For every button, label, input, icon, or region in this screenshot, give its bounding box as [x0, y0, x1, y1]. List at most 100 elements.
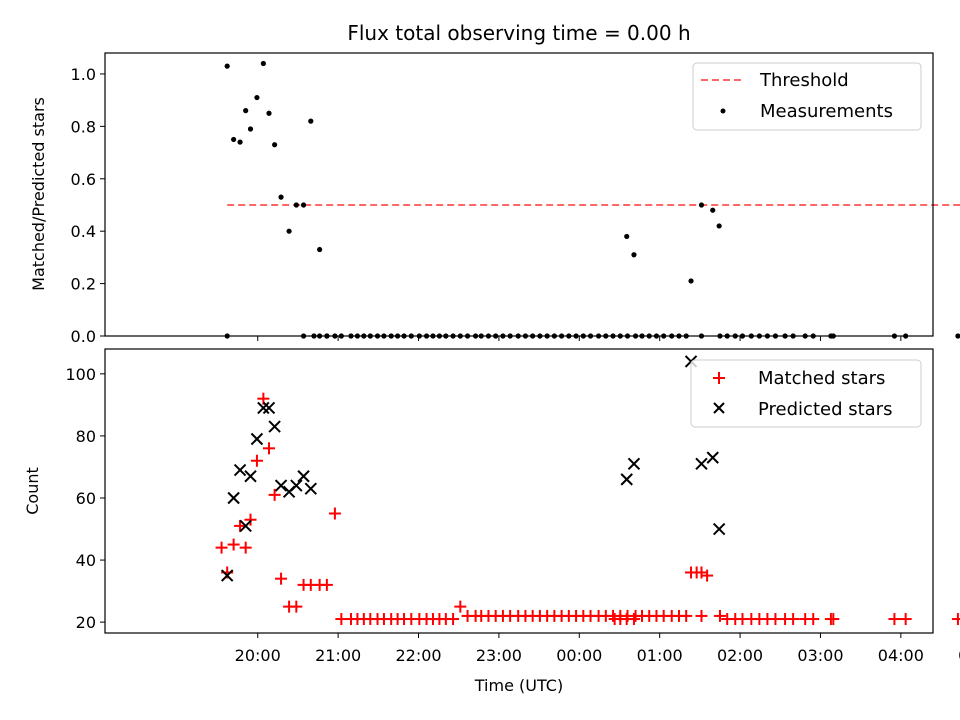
bottom-x-tick-label: 01:00: [637, 646, 683, 665]
matched-star-point: [239, 541, 252, 554]
legend-matched-swatch: [713, 372, 725, 384]
predicted-star-point: [297, 470, 310, 483]
top-y-axis-label: Matched/Predicted stars: [29, 97, 48, 291]
predicted-star-point: [290, 479, 303, 492]
measurement-point: [308, 118, 314, 124]
top-y-tick-label: 0.8: [71, 117, 96, 136]
figure-title: Flux total observing time = 0.00 h: [347, 21, 690, 45]
bottom-x-tick-label: 20:00: [235, 646, 281, 665]
measurement-point: [698, 202, 705, 208]
matched-star-point: [244, 513, 257, 526]
measurement-point: [955, 333, 960, 339]
matched-star-point: [713, 609, 726, 622]
legend-predicted-label: Predicted stars: [758, 399, 892, 420]
bottom-y-tick-label: 100: [65, 365, 96, 384]
legend-matched-label: Matched stars: [758, 368, 885, 389]
measurement-point: [293, 202, 299, 208]
matched-star-point: [695, 609, 708, 622]
bottom-x-tick-label: 21:00: [315, 646, 361, 665]
predicted-star-point: [268, 420, 281, 433]
measurement-point: [688, 278, 694, 284]
matched-star-point: [328, 507, 341, 520]
matched-star-point: [454, 600, 467, 613]
matched-star-point: [680, 609, 693, 622]
measurement-point: [260, 60, 266, 67]
predicted-star-point: [695, 457, 708, 471]
top-axes-frame: [104, 52, 934, 337]
predicted-star-point: [274, 479, 288, 492]
matched-star-point: [827, 613, 840, 626]
predicted-star-point: [250, 432, 264, 446]
matched-star-point: [268, 488, 281, 501]
bottom-x-tick-label: 23:00: [476, 646, 522, 665]
measurement-point: [631, 252, 637, 258]
bottom-y-tick-label: 80: [76, 427, 96, 446]
bottom-y-tick-label: 40: [76, 551, 96, 570]
top-panel: 0.0 0.2 0.4 0.6 0.8 1.0 Matched/Predicted sta…: [29, 52, 960, 346]
top-legend: Threshold Measurements: [692, 62, 922, 131]
legend-measurements-label: Measurements: [760, 101, 893, 122]
bottom-y-tick-label: 60: [76, 489, 96, 508]
matched-star-point: [275, 572, 288, 585]
measurement-point: [247, 126, 254, 132]
predicted-star-point: [712, 522, 726, 536]
measurement-point: [243, 108, 249, 114]
measurement-point: [624, 233, 630, 240]
bottom-x-tick-label: 03:00: [797, 646, 843, 665]
bottom-x-tick-label: 02:00: [717, 646, 763, 665]
top-y-ticks: 0.0 0.2 0.4 0.6 0.8 1.0: [71, 65, 105, 346]
matched-star-point: [227, 538, 240, 551]
bottom-x-tick-label: 04:00: [878, 646, 924, 665]
measurement-point: [272, 142, 278, 148]
measurement-point: [317, 246, 323, 253]
predicted-star-point: [304, 482, 318, 495]
matched-star-point: [787, 613, 800, 626]
measurement-point: [266, 110, 272, 116]
matched-star-point: [888, 613, 901, 626]
legend-threshold-label: Threshold: [759, 70, 849, 91]
predicted-star-point: [239, 519, 252, 533]
top-legend-box: [692, 62, 922, 131]
top-y-tick-label: 0.0: [71, 327, 96, 346]
predicted-star-point: [706, 451, 719, 464]
predicted-star-point: [627, 457, 641, 471]
bottom-y-tick-label: 20: [76, 613, 96, 632]
legend-measurements-swatch: [720, 108, 726, 114]
matched-star-point: [701, 569, 714, 582]
measurement-point: [224, 63, 230, 69]
predicted-star-point: [620, 473, 633, 486]
bottom-x-tick-label: 00:00: [556, 646, 602, 665]
predicted-star-point: [262, 401, 276, 415]
bottom-y-ticks: 20 40 60 80 100: [65, 365, 105, 632]
bottom-x-tick-label: 22:00: [395, 646, 441, 665]
bottom-axes-frame: [104, 348, 934, 634]
matched-star-point: [215, 541, 228, 554]
matched-star-point: [320, 578, 333, 591]
top-y-tick-label: 1.0: [71, 65, 96, 84]
predicted-star-point: [227, 491, 240, 505]
measurement-point: [237, 139, 243, 145]
bottom-panel: 20 40 60 80 100 20:00 21:00 22:00 23:00 00:00 01:…: [23, 348, 960, 695]
bottom-x-axis-label: Time (UTC): [474, 676, 563, 695]
top-x-ticks: [257, 336, 902, 341]
matched-star-point: [234, 519, 247, 532]
measurements-points: [224, 60, 960, 339]
matched-star-point: [951, 613, 960, 626]
matched-star-point: [447, 613, 460, 626]
measurement-point: [254, 94, 260, 101]
legend-predicted-swatch: [713, 402, 725, 414]
matched-star-point: [290, 600, 303, 613]
matched-star-point: [250, 454, 263, 467]
matched-star-point: [627, 613, 640, 626]
bottom-y-axis-label: Count: [23, 467, 42, 515]
predicted-star-point: [220, 569, 234, 582]
predicted-star-point: [244, 470, 257, 483]
bottom-legend: Matched stars Predicted stars: [690, 359, 922, 428]
bottom-x-ticks: 20:00 21:00 22:00 23:00 00:00 01:00 02:00 03:00…: [235, 633, 960, 665]
matched-star-point: [807, 613, 820, 626]
measurement-point: [716, 223, 722, 229]
matched-star-point: [899, 613, 912, 626]
count-points: [215, 355, 960, 626]
top-y-tick-label: 0.2: [71, 275, 96, 294]
